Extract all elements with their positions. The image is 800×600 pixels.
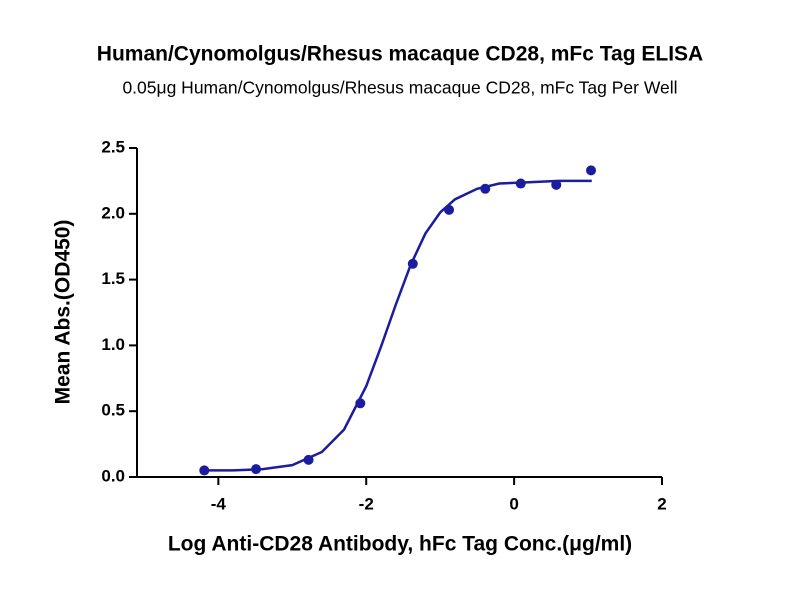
y-tick-label: 2.0 xyxy=(101,203,125,222)
y-tick-label: 1.0 xyxy=(101,335,125,354)
y-tick-label: 2.5 xyxy=(101,137,125,156)
chart-subtitle: 0.05μg Human/Cynomolgus/Rhesus macaque C… xyxy=(122,78,677,98)
x-tick-label: 0 xyxy=(509,494,518,513)
x-tick-label: 2 xyxy=(657,494,666,513)
x-axis-label: Log Anti-CD28 Antibody, hFc Tag Conc.(μg… xyxy=(168,533,632,556)
fit-curve xyxy=(203,179,592,472)
x-tick-label: -4 xyxy=(211,494,227,513)
x-tick-label: -2 xyxy=(359,494,374,513)
chart-title: Human/Cynomolgus/Rhesus macaque CD28, mF… xyxy=(97,43,703,66)
y-tick-label: 1.5 xyxy=(101,269,125,288)
y-tick-label: 0.0 xyxy=(101,466,125,485)
y-axis-label: Mean Abs.(OD450) xyxy=(52,220,75,405)
data-point xyxy=(586,165,597,176)
y-tick-label: 0.5 xyxy=(101,401,125,420)
